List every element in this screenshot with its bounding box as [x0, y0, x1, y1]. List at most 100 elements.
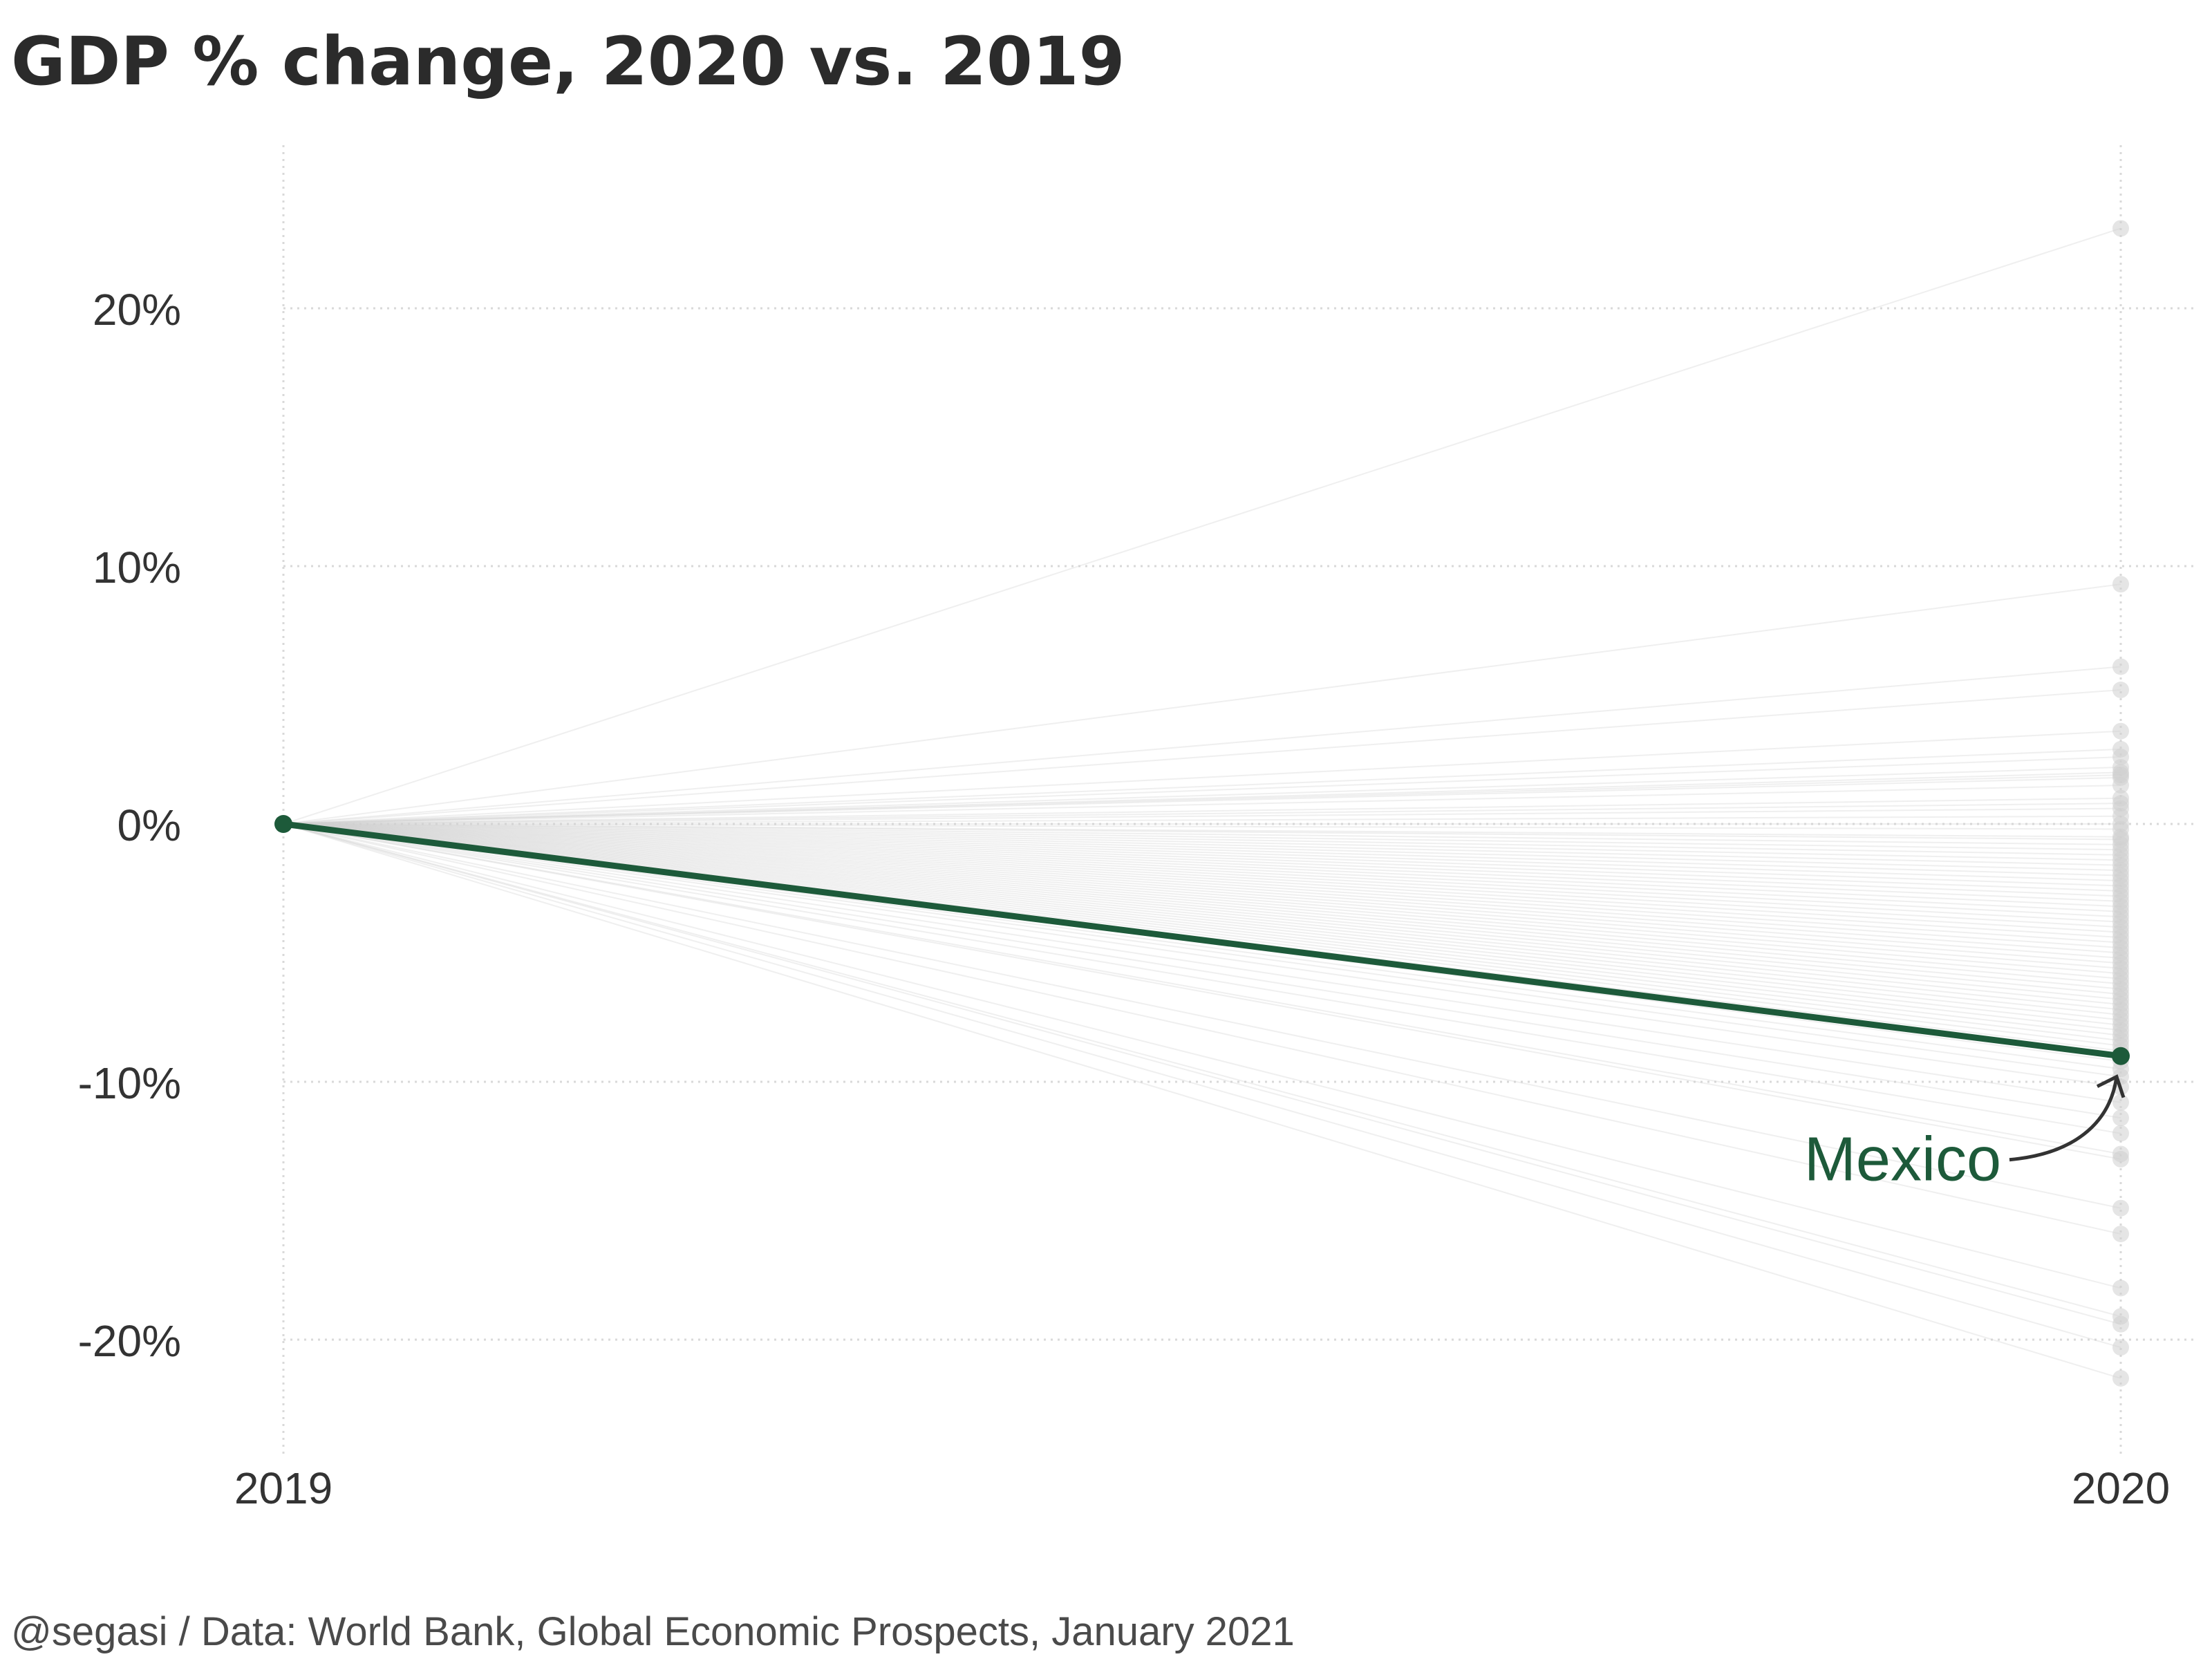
highlight-series	[274, 815, 2130, 1065]
background-series-line	[283, 823, 2121, 851]
background-series-point	[2112, 1199, 2129, 1217]
background-series-line	[283, 666, 2121, 825]
background-series-line	[283, 823, 2121, 959]
background-series-line	[283, 823, 2121, 830]
background-series-line	[283, 823, 2121, 1235]
background-series-line	[283, 689, 2121, 825]
background-series-line	[283, 815, 2121, 825]
annotation-arrow	[2009, 1076, 2119, 1162]
background-series-point	[2112, 777, 2129, 794]
background-series-line	[283, 823, 2121, 872]
background-series-line	[283, 748, 2121, 825]
background-series-line	[283, 823, 2121, 902]
background-series-line	[283, 823, 2121, 1006]
background-series-line	[283, 774, 2121, 825]
background-series-line	[283, 823, 2121, 1021]
source-caption: @segasi / Data: World Bank, Global Econo…	[11, 1609, 1295, 1654]
background-series-line	[283, 823, 2121, 1103]
background-series-line	[283, 583, 2121, 825]
background-series-line	[283, 823, 2121, 897]
background-series-point	[2112, 220, 2129, 237]
highlight-point-2019	[274, 815, 292, 833]
background-series-line	[283, 823, 2121, 1209]
background-series-point	[2112, 1150, 2129, 1168]
background-series-line	[283, 730, 2121, 825]
background-series-point	[2112, 1280, 2129, 1297]
annotation-arrowhead	[2096, 1074, 2126, 1098]
annotation-label: Mexico	[1804, 1125, 2001, 1194]
background-series-line	[283, 823, 2121, 969]
background-series-line	[283, 776, 2121, 825]
background-series-line	[283, 785, 2121, 825]
background-series-line	[283, 823, 2121, 923]
background-series-point	[2112, 722, 2129, 740]
background-series-point	[2112, 1339, 2129, 1356]
background-series-line	[283, 823, 2121, 838]
background-series-line	[283, 823, 2121, 1078]
background-series-line	[283, 823, 2121, 964]
x-tick-label: 2020	[2072, 1463, 2170, 1513]
y-axis-tick-labels: 20% 10% 0% -10% -20%	[78, 285, 181, 1366]
background-series-line	[283, 823, 2121, 1036]
background-series-line	[283, 823, 2121, 918]
background-series-line	[283, 823, 2121, 933]
background-series-line	[283, 803, 2121, 825]
highlight-point-2020	[2112, 1047, 2130, 1065]
background-series-line	[283, 823, 2121, 954]
background-series-line	[283, 823, 2121, 908]
background-series-line	[283, 823, 2121, 887]
background-series-line	[283, 823, 2121, 882]
background-series-line	[283, 823, 2121, 1289]
background-series-line	[283, 823, 2121, 985]
background-series-line	[283, 823, 2121, 1349]
background-series-line	[283, 756, 2121, 825]
background-series-point	[2112, 576, 2129, 593]
background-series-point	[2112, 682, 2129, 699]
background-series-line	[283, 823, 2121, 1155]
gridlines	[282, 145, 2198, 1459]
background-series-point	[2112, 1109, 2129, 1127]
background-series-line	[283, 771, 2121, 825]
background-series-line	[283, 823, 2121, 1031]
background-series-line	[283, 823, 2121, 841]
background-series-line	[283, 823, 2121, 1011]
background-series-point	[2112, 1369, 2129, 1387]
background-series-line	[283, 823, 2121, 1160]
background-series-line	[283, 823, 2121, 1016]
y-tick-label: 20%	[93, 285, 181, 335]
background-series-line	[283, 823, 2121, 949]
background-series-line	[283, 227, 2121, 825]
background-series-line	[283, 807, 2121, 825]
background-series-line	[283, 823, 2121, 866]
background-series-line	[283, 823, 2121, 944]
y-tick-label: 10%	[93, 543, 181, 592]
y-tick-label: -20%	[78, 1316, 181, 1366]
chart-title: GDP % change, 2020 vs. 2019	[11, 23, 1125, 100]
x-tick-label: 2019	[234, 1463, 332, 1513]
background-series-points	[2112, 220, 2129, 1387]
y-tick-label: 0%	[118, 800, 182, 850]
background-series-line	[283, 823, 2121, 980]
background-series-line	[283, 823, 2121, 845]
background-series-point	[2112, 1315, 2129, 1333]
background-series-line	[283, 823, 2121, 856]
background-series-line	[283, 823, 2121, 861]
background-series-line	[283, 823, 2121, 1026]
background-series-line	[283, 797, 2121, 825]
background-series-line	[283, 823, 2121, 1318]
background-series-point	[2112, 1226, 2129, 1243]
background-series-line	[283, 823, 2121, 990]
background-series-line	[283, 823, 2121, 892]
background-series-line	[283, 823, 2121, 1000]
background-series-line	[283, 823, 2121, 1325]
background-series-line	[283, 823, 2121, 1134]
background-series-line	[283, 823, 2121, 912]
background-series-point	[2112, 658, 2129, 675]
background-series-point	[2112, 1125, 2129, 1142]
background-series-line	[283, 823, 2121, 1379]
background-series-line	[283, 823, 2121, 928]
y-tick-label: -10%	[78, 1058, 181, 1108]
background-series-line	[283, 823, 2121, 877]
background-series-line	[283, 823, 2121, 1119]
